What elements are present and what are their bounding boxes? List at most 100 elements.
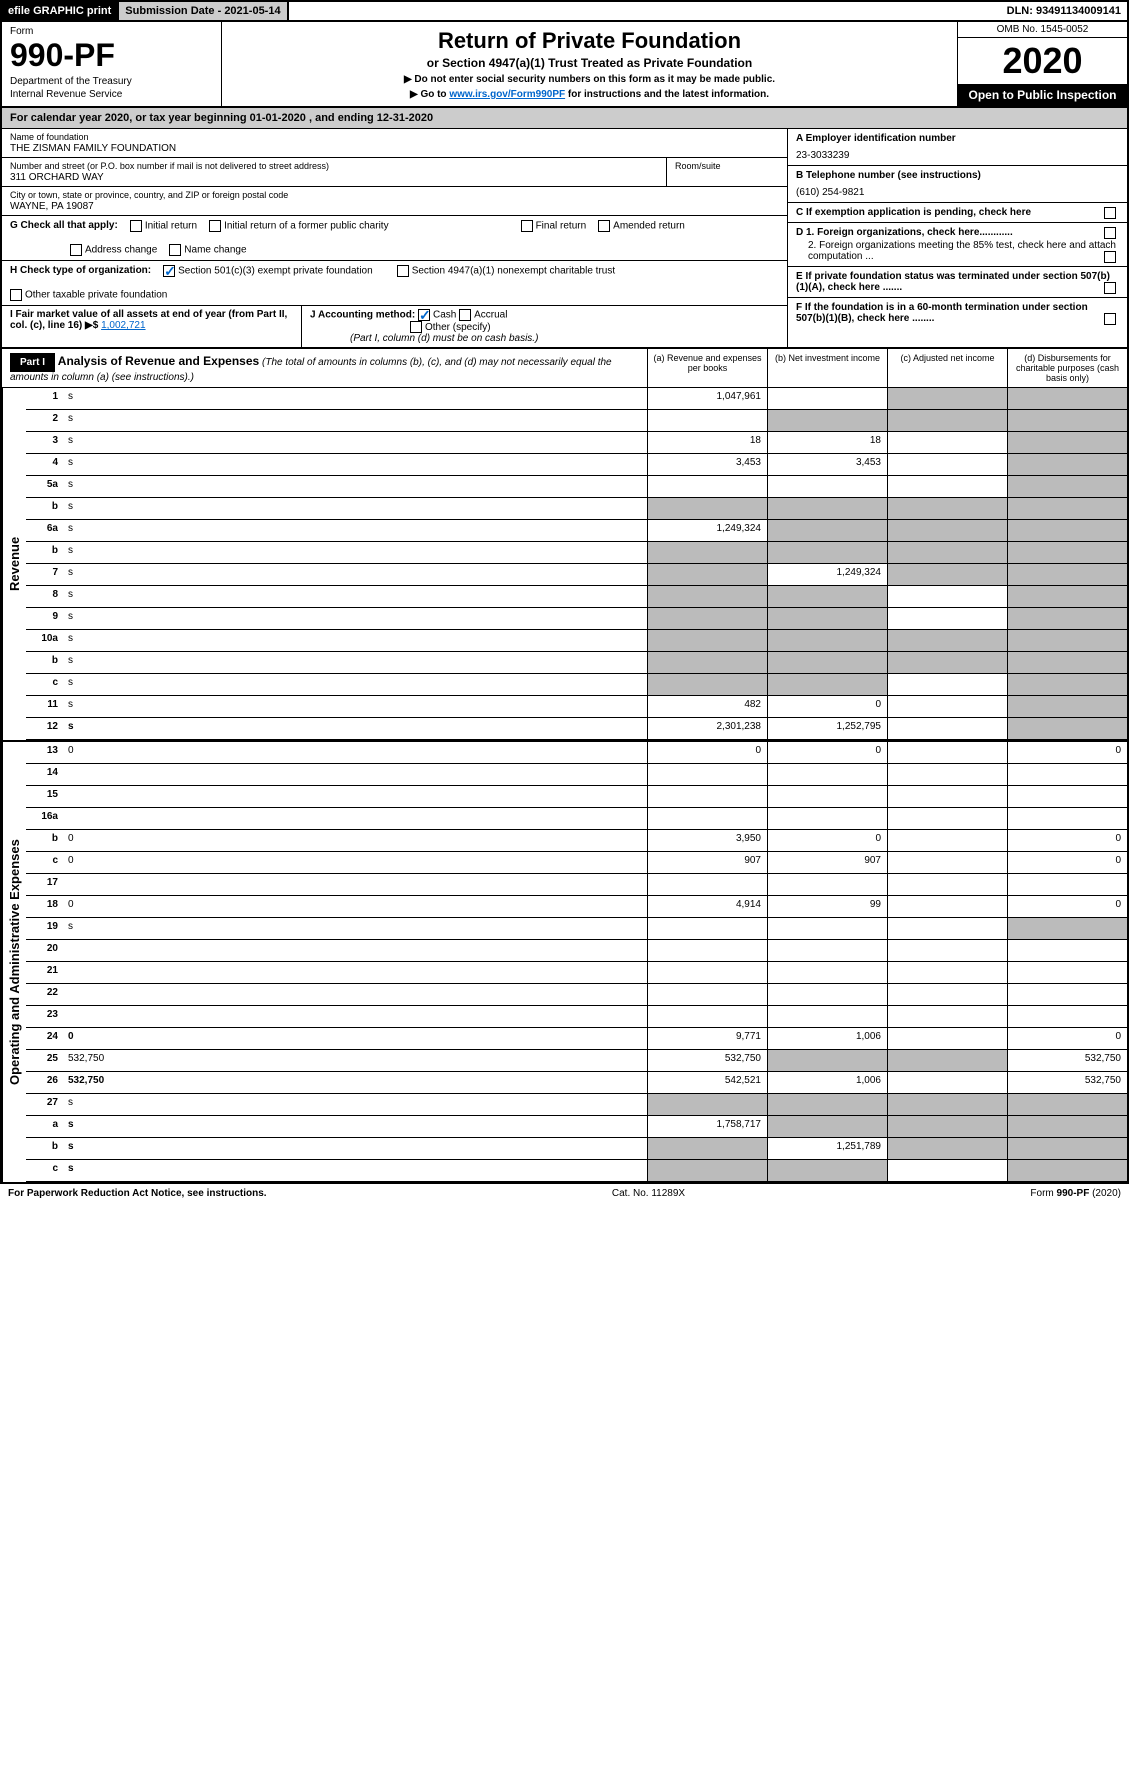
- row-number: 15: [26, 786, 64, 807]
- final-return-checkbox[interactable]: [521, 220, 533, 232]
- row-number: 2: [26, 410, 64, 431]
- table-row: 9s: [26, 608, 1127, 630]
- row-value-c: [887, 1006, 1007, 1027]
- row-value-c: [887, 940, 1007, 961]
- f-checkbox[interactable]: [1104, 313, 1116, 325]
- table-row: 17: [26, 874, 1127, 896]
- info-left: Name of foundation THE ZISMAN FAMILY FOU…: [2, 129, 787, 347]
- row-value-d: [1007, 564, 1127, 585]
- row-value-b: [767, 1050, 887, 1071]
- table-row: 23: [26, 1006, 1127, 1028]
- row-value-d: [1007, 476, 1127, 497]
- row-value-d: 0: [1007, 830, 1127, 851]
- row-value-d: [1007, 542, 1127, 563]
- foundation-name-cell: Name of foundation THE ZISMAN FAMILY FOU…: [2, 129, 787, 158]
- row-description: s: [64, 564, 647, 585]
- row-value-a: 4,914: [647, 896, 767, 917]
- initial-former-checkbox[interactable]: [209, 220, 221, 232]
- initial-return-checkbox[interactable]: [130, 220, 142, 232]
- row-value-c: [887, 608, 1007, 629]
- row-value-d: [1007, 388, 1127, 409]
- addr-change-checkbox[interactable]: [70, 244, 82, 256]
- e-checkbox[interactable]: [1104, 282, 1116, 294]
- cash-checkbox[interactable]: [418, 309, 430, 321]
- row-value-b: 18: [767, 432, 887, 453]
- expense-rows: 130000141516ab03,95000c09079070171804,91…: [26, 742, 1127, 1182]
- table-row: 19s: [26, 918, 1127, 940]
- name-change-checkbox[interactable]: [169, 244, 181, 256]
- row-value-d: [1007, 520, 1127, 541]
- row-value-a: 1,249,324: [647, 520, 767, 541]
- amended-checkbox[interactable]: [598, 220, 610, 232]
- part1-header-row: Part I Analysis of Revenue and Expenses …: [2, 349, 1127, 388]
- footer-center: Cat. No. 11289X: [612, 1188, 685, 1199]
- other-taxable-checkbox[interactable]: [10, 289, 22, 301]
- row-description: s: [64, 1160, 647, 1181]
- row-number: 19: [26, 918, 64, 939]
- 4947-checkbox[interactable]: [397, 265, 409, 277]
- row-value-a: [647, 674, 767, 695]
- row-value-d: [1007, 984, 1127, 1005]
- row-value-d: [1007, 718, 1127, 739]
- row-value-a: [647, 918, 767, 939]
- row-value-a: [647, 564, 767, 585]
- fmv-link[interactable]: 1,002,721: [101, 320, 146, 331]
- dln-number: DLN: 93491134009141: [1001, 2, 1127, 20]
- row-description: [64, 1006, 647, 1027]
- d-foreign-cell: D 1. Foreign organizations, check here..…: [788, 223, 1127, 267]
- row-value-a: [647, 498, 767, 519]
- row-value-c: [887, 962, 1007, 983]
- row-value-c: [887, 1094, 1007, 1115]
- row-value-a: [647, 786, 767, 807]
- d1-checkbox[interactable]: [1104, 227, 1116, 239]
- table-row: 20: [26, 940, 1127, 962]
- d2-checkbox[interactable]: [1104, 251, 1116, 263]
- row-value-a: 0: [647, 742, 767, 763]
- revenue-rows: 1s1,047,9612s3s18184s3,4533,4535asbs6as1…: [26, 388, 1127, 740]
- row-description: [64, 786, 647, 807]
- row-value-d: [1007, 1006, 1127, 1027]
- row-number: 9: [26, 608, 64, 629]
- table-row: bs1,251,789: [26, 1138, 1127, 1160]
- row-description: 0: [64, 1028, 647, 1049]
- col-c-header: (c) Adjusted net income: [887, 349, 1007, 387]
- row-value-b: [767, 1116, 887, 1137]
- c-checkbox[interactable]: [1104, 207, 1116, 219]
- e-terminated-cell: E If private foundation status was termi…: [788, 267, 1127, 298]
- row-value-b: 0: [767, 742, 887, 763]
- row-number: 27: [26, 1094, 64, 1115]
- row-number: 14: [26, 764, 64, 785]
- row-description: [64, 764, 647, 785]
- info-right: A Employer identification number 23-3033…: [787, 129, 1127, 347]
- row-value-c: [887, 630, 1007, 651]
- row-value-d: [1007, 608, 1127, 629]
- row-value-d: [1007, 786, 1127, 807]
- address-row: Number and street (or P.O. box number if…: [2, 158, 787, 187]
- row-value-b: [767, 1006, 887, 1027]
- row-value-c: [887, 1072, 1007, 1093]
- row-value-a: [647, 962, 767, 983]
- row-value-b: 0: [767, 830, 887, 851]
- efile-label: efile GRAPHIC print: [2, 2, 119, 20]
- row-value-d: 0: [1007, 896, 1127, 917]
- row-value-a: 532,750: [647, 1050, 767, 1071]
- row-value-d: [1007, 1116, 1127, 1137]
- header-left: Form 990-PF Department of the Treasury I…: [2, 22, 222, 106]
- row-value-d: [1007, 674, 1127, 695]
- phone-cell: B Telephone number (see instructions) (6…: [788, 166, 1127, 203]
- row-value-c: [887, 1138, 1007, 1159]
- row-value-d: [1007, 630, 1127, 651]
- irs-link[interactable]: www.irs.gov/Form990PF: [449, 89, 565, 100]
- row-value-c: [887, 808, 1007, 829]
- row-value-a: [647, 874, 767, 895]
- row-description: 0: [64, 852, 647, 873]
- row-number: 21: [26, 962, 64, 983]
- row-value-a: [647, 652, 767, 673]
- accrual-checkbox[interactable]: [459, 309, 471, 321]
- table-row: 27s: [26, 1094, 1127, 1116]
- row-number: 12: [26, 718, 64, 739]
- other-method-checkbox[interactable]: [410, 321, 422, 333]
- info-grid: Name of foundation THE ZISMAN FAMILY FOU…: [2, 129, 1127, 349]
- form-subtitle: or Section 4947(a)(1) Trust Treated as P…: [228, 56, 951, 70]
- 501c3-checkbox[interactable]: [163, 265, 175, 277]
